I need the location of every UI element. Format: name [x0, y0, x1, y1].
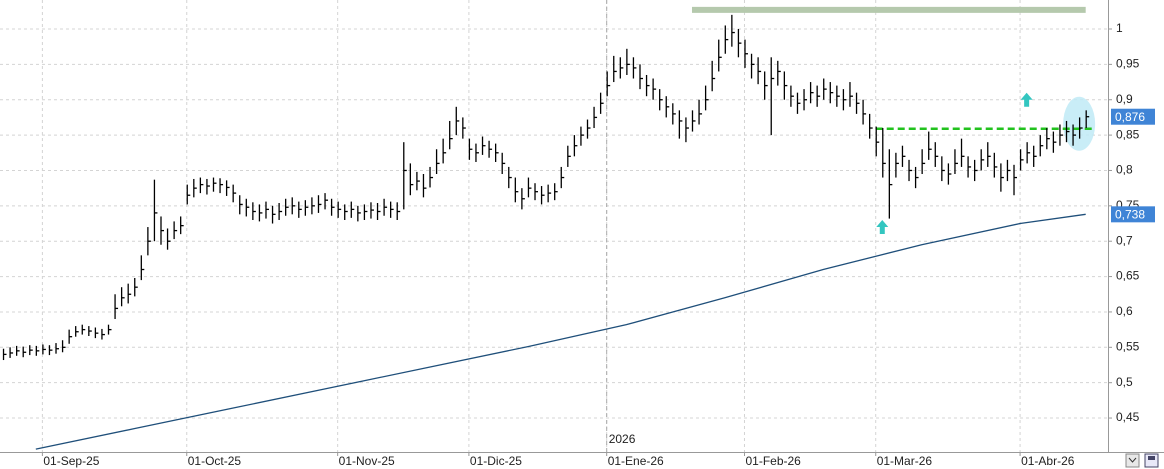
x-tick-label: 01-Nov-25: [339, 454, 395, 468]
y-tick-label: 0,8: [1116, 163, 1133, 177]
icon: [1148, 456, 1155, 460]
x-tick-label: 01-Ene-26: [608, 454, 664, 468]
x-tick-label: 01-Mar-26: [877, 454, 933, 468]
y-tick-label: 1: [1116, 21, 1123, 35]
x-tick-label: 01-Oct-25: [188, 454, 242, 468]
arrow: [876, 220, 889, 235]
y-tick-label: 0,85: [1116, 127, 1140, 141]
icon: [1128, 457, 1137, 463]
year-label: 2026: [609, 432, 636, 446]
x-tick-label: 01-Abr-26: [1021, 454, 1075, 468]
x-tick-label: 01-Feb-26: [745, 454, 801, 468]
y-tick-label: 0,7: [1116, 233, 1133, 247]
y-tick-label: 0,65: [1116, 269, 1140, 283]
price-label: 0,876: [1115, 110, 1145, 124]
y-tick-label: 0,6: [1116, 304, 1133, 318]
y-tick-label: 0,95: [1116, 57, 1140, 71]
price-box: [1111, 108, 1155, 125]
y-tick-label: 0,55: [1116, 339, 1140, 353]
price-label: 0,738: [1115, 208, 1145, 222]
y-tick-label: 0,5: [1116, 375, 1133, 389]
price-box: [1111, 206, 1155, 223]
x-tick-label: 01-Dic-25: [470, 454, 522, 468]
arrow: [1020, 92, 1033, 107]
y-tick-label: 0,45: [1116, 410, 1140, 424]
save-button[interactable]: [1144, 453, 1159, 468]
y-tick-label: 0,9: [1116, 92, 1133, 106]
scroll-button[interactable]: [1125, 453, 1140, 468]
moving-average: [35, 213, 1086, 450]
x-tick-label: 01-Sep-25: [43, 454, 99, 468]
